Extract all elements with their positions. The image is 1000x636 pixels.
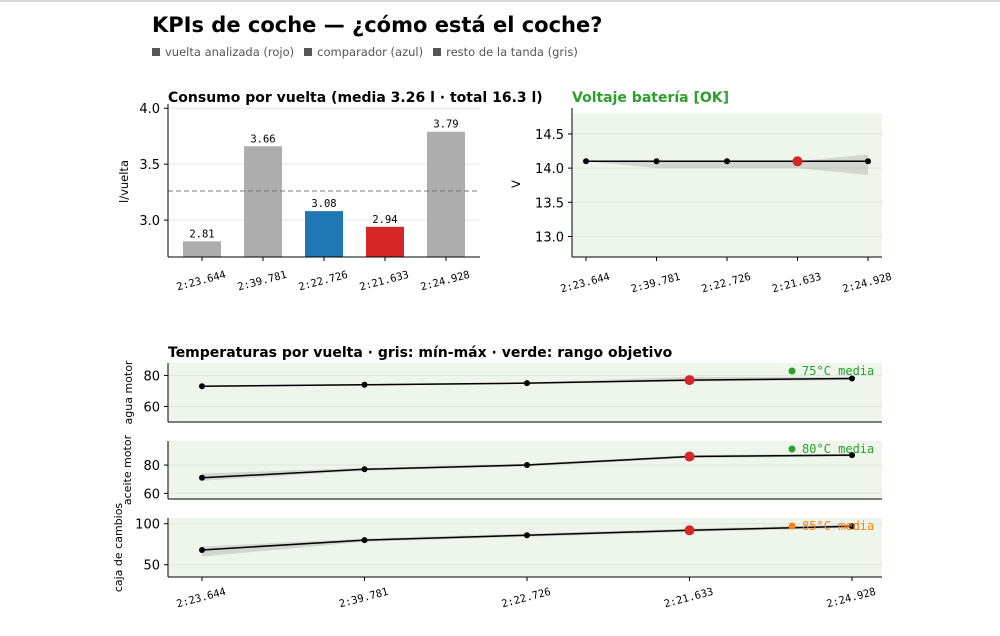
- x-tick-label: 2:39.781: [630, 271, 682, 296]
- data-point-2:39.781: [361, 537, 368, 544]
- y-axis-label: V: [509, 180, 523, 188]
- bar-2:22.726: [305, 211, 343, 257]
- x-tick-label: 2:24.928: [419, 269, 471, 294]
- y-tick-label: 14.5: [535, 128, 564, 143]
- bar-2:39.781: [244, 146, 282, 257]
- x-tick-label: 2:22.726: [297, 269, 349, 294]
- annotation-label: 85°C media: [802, 519, 874, 533]
- bar-value-label: 3.66: [250, 133, 275, 145]
- x-tick-label: 2:21.633: [663, 586, 715, 611]
- chart-title: Temperaturas por vuelta · gris: mín-máx …: [168, 345, 673, 361]
- data-point-2:24.928: [865, 158, 871, 165]
- legend-label: comparador (azul): [317, 45, 424, 59]
- target-range-band: [572, 113, 882, 257]
- data-point-2:22.726: [524, 532, 530, 539]
- data-point-2:23.644: [199, 546, 205, 553]
- y-tick-label: 13.0: [535, 230, 564, 245]
- annotation-dot-icon: [788, 367, 796, 375]
- legend-square-icon: [304, 48, 313, 56]
- y-tick-label: 80: [143, 459, 160, 474]
- y-tick-label: 80: [143, 369, 160, 384]
- legend-square-icon: [433, 48, 442, 56]
- legend-label: resto de la tanda (gris): [446, 45, 578, 59]
- legend-item-blue: comparador (azul): [304, 45, 423, 59]
- legend-label: vuelta analizada (rojo): [165, 45, 295, 59]
- x-tick-label: 2:39.781: [236, 269, 288, 294]
- chart-consumo: Consumo por vuelta (media 3.26 l · total…: [117, 90, 543, 293]
- bar-value-label: 2.81: [189, 228, 214, 240]
- y-tick-label: 14.0: [535, 162, 564, 177]
- legend-item-grey: resto de la tanda (gris): [433, 45, 578, 59]
- annotation-dot-icon: [788, 522, 796, 530]
- data-point-2:24.928: [849, 452, 855, 459]
- y-tick-label: 13.5: [535, 196, 564, 211]
- x-tick-label: 2:22.726: [500, 586, 552, 611]
- page-title: KPIs de coche — ¿cómo está el coche?: [152, 13, 603, 37]
- top-border: [0, 0, 1000, 2]
- bar-2:21.633: [366, 226, 404, 257]
- data-point-2:23.644: [583, 158, 589, 165]
- data-point-2:21.633: [684, 525, 695, 536]
- data-point-2:21.633: [684, 375, 695, 386]
- legend-item-red: vuelta analizada (rojo): [152, 45, 294, 59]
- data-point-2:22.726: [724, 158, 730, 165]
- y-tick-label: 60: [143, 487, 160, 502]
- data-point-2:21.633: [792, 156, 803, 167]
- bar-value-label: 2.94: [372, 214, 397, 226]
- bar-2:23.644: [183, 241, 221, 257]
- y-axis-label: agua motor: [122, 360, 135, 424]
- temp-panel-3: 50 100 85°C media caja de cambios 2:23.644 2:…: [112, 503, 882, 611]
- data-point-2:39.781: [361, 381, 368, 388]
- chart-title: Consumo por vuelta (media 3.26 l · total…: [168, 90, 543, 106]
- annotation-label: 75°C media: [802, 364, 874, 378]
- target-range-band: [168, 363, 882, 422]
- data-point-2:24.928: [849, 523, 855, 530]
- x-tick-label: 2:21.633: [771, 271, 823, 296]
- x-tick-label: 2:21.633: [358, 269, 410, 294]
- x-tick-label: 2:23.644: [559, 271, 611, 296]
- data-point-2:24.928: [849, 375, 855, 382]
- data-point-2:39.781: [361, 466, 368, 473]
- legend-square-icon: [152, 48, 160, 56]
- bar-value-label: 3.08: [311, 198, 336, 210]
- y-tick-label: 50: [143, 559, 160, 574]
- x-tick-label: 2:22.726: [700, 271, 752, 296]
- y-axis-label: l/vuelta: [117, 160, 131, 203]
- data-point-2:22.726: [524, 462, 530, 469]
- bar-2:24.928: [427, 131, 465, 257]
- annotation-dot-icon: [788, 445, 796, 453]
- y-tick-label: 100: [135, 518, 160, 533]
- x-tick-label: 2:24.928: [841, 271, 893, 296]
- y-axis-label: caja de cambios: [112, 503, 125, 593]
- legend: vuelta analizada (rojo) comparador (azul…: [152, 45, 578, 59]
- temp-panel-1: 60 80 75°C media agua motor: [122, 360, 882, 424]
- min-max-band: [586, 154, 868, 175]
- x-tick-label: 2:23.644: [175, 269, 227, 294]
- data-point-2:39.781: [653, 158, 660, 165]
- chart-voltaje: Voltaje batería [OK] 13.0 13.5 14.0 14.5 2:23…: [509, 90, 893, 295]
- temp-panel-2: 60 80 80°C media aceite motor: [121, 434, 882, 505]
- data-point-2:21.633: [684, 451, 695, 462]
- y-tick-label: 60: [143, 400, 160, 415]
- chart-temperaturas: Temperaturas por vuelta · gris: mín-máx …: [112, 345, 882, 610]
- x-tick-label: 2:39.781: [338, 586, 390, 611]
- y-tick-label: 3.5: [139, 158, 160, 173]
- bar-value-label: 3.79: [433, 119, 458, 131]
- data-point-2:22.726: [524, 380, 530, 387]
- x-tick-label: 2:23.644: [175, 586, 227, 611]
- data-point-2:23.644: [199, 383, 205, 390]
- y-axis-label: aceite motor: [121, 434, 134, 505]
- x-tick-label: 2:24.928: [825, 586, 877, 611]
- annotation-label: 80°C media: [802, 442, 874, 456]
- data-point-2:23.644: [199, 474, 205, 481]
- y-tick-label: 3.0: [139, 214, 160, 229]
- y-tick-label: 4.0: [139, 102, 160, 117]
- target-range-band: [168, 441, 882, 499]
- chart-title: Voltaje batería [OK]: [572, 90, 729, 106]
